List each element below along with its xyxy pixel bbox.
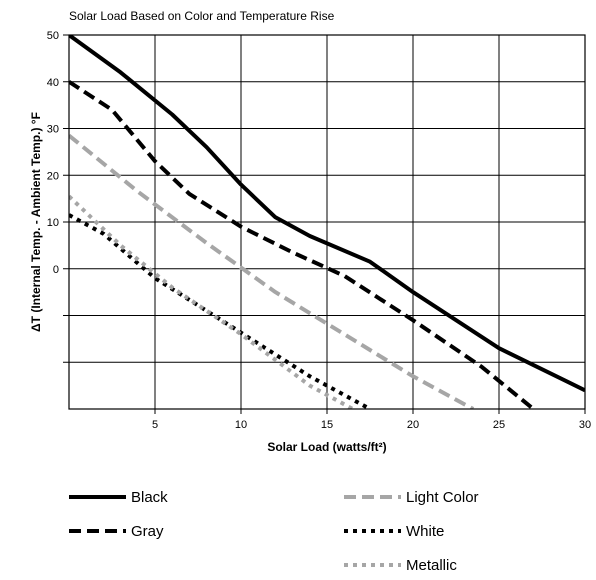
y-tick-label: 0	[53, 264, 59, 276]
legend-label-white: White	[406, 523, 444, 540]
plot-series	[69, 35, 585, 409]
chart-legend: Black Gray Light Color White Metallic	[69, 489, 479, 574]
y-tick-label: 50	[47, 30, 59, 42]
y-tick-label: 40	[47, 77, 59, 89]
x-tick-label: 25	[493, 419, 505, 431]
x-axis-title: Solar Load (watts/ft²)	[267, 440, 386, 454]
x-tick-label: 10	[235, 419, 247, 431]
x-axis-ticks: 5 10 15 20 25 30	[152, 409, 591, 431]
y-axis-ticks: 50 40 30 20 10 0	[47, 30, 59, 276]
series-line-gray	[69, 80, 535, 409]
series-line-white	[69, 213, 371, 409]
x-tick-label: 15	[321, 419, 333, 431]
legend-label-metallic: Metallic	[406, 557, 457, 574]
x-tick-label: 5	[152, 419, 158, 431]
series-line-black	[69, 35, 585, 393]
legend-label-light-color: Light Color	[406, 489, 479, 506]
y-axis-title: ΔT (Internal Temp. - Ambient Temp.) °F	[29, 112, 43, 332]
chart-title: Solar Load Based on Color and Temperatur…	[69, 9, 335, 23]
x-tick-label: 30	[579, 419, 591, 431]
y-tick-label: 30	[47, 124, 59, 136]
legend-label-black: Black	[131, 489, 168, 506]
series-line-metallic	[69, 194, 354, 409]
x-tick-label: 20	[407, 419, 419, 431]
series-line-light-color	[69, 133, 475, 409]
y-tick-label: 10	[47, 217, 59, 229]
y-tick-label: 20	[47, 170, 59, 182]
legend-label-gray: Gray	[131, 523, 164, 540]
